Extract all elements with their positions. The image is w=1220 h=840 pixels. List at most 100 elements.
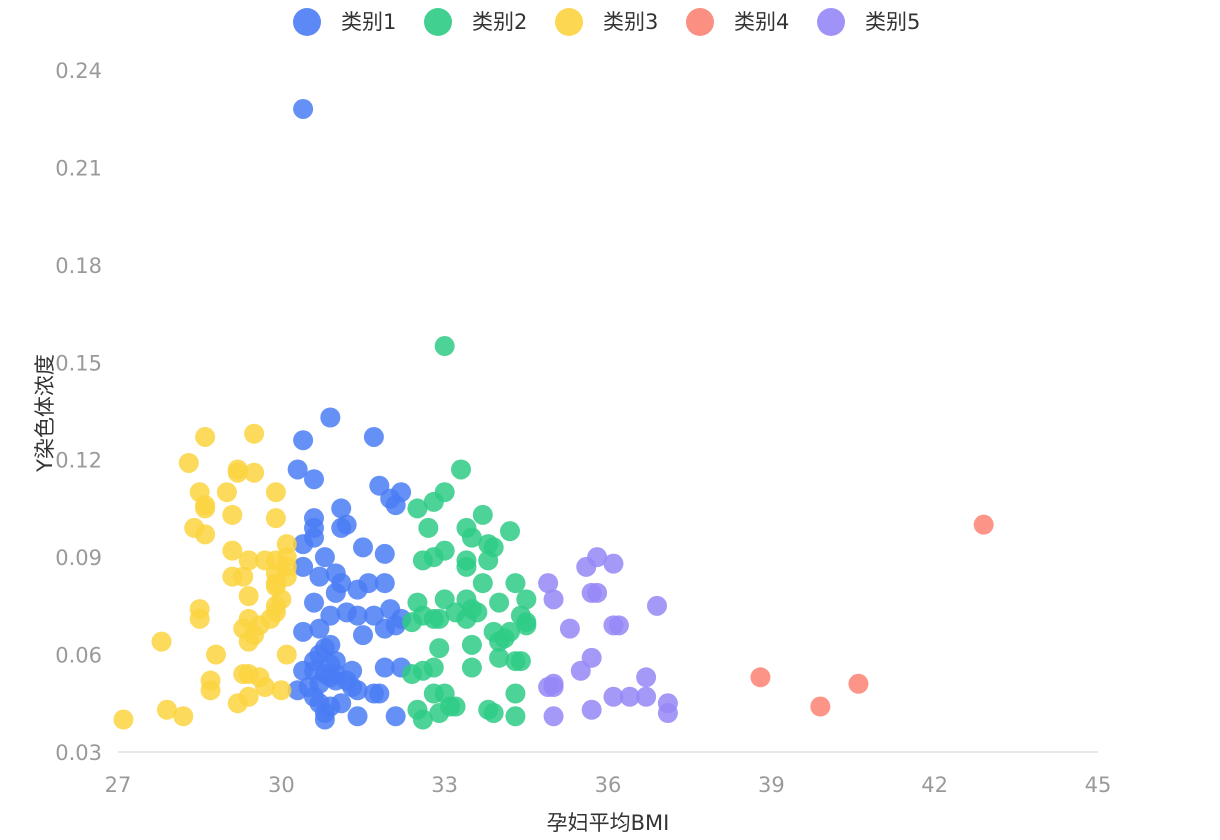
data-point[interactable]: [402, 612, 422, 633]
legend-item[interactable]: 类别4: [686, 8, 789, 36]
data-point[interactable]: [412, 550, 433, 571]
data-point[interactable]: [195, 498, 216, 519]
data-point[interactable]: [244, 462, 265, 483]
data-point[interactable]: [314, 709, 335, 730]
data-point[interactable]: [750, 667, 771, 688]
data-point[interactable]: [576, 556, 597, 577]
data-point[interactable]: [456, 608, 477, 629]
data-point[interactable]: [543, 677, 564, 698]
data-point[interactable]: [347, 605, 368, 626]
data-point[interactable]: [603, 553, 624, 574]
data-point[interactable]: [347, 706, 368, 727]
data-point[interactable]: [472, 573, 493, 594]
data-point[interactable]: [489, 631, 510, 652]
data-point[interactable]: [451, 459, 471, 480]
data-point[interactable]: [505, 706, 526, 727]
data-point[interactable]: [434, 336, 455, 357]
data-point[interactable]: [489, 592, 510, 613]
data-point[interactable]: [456, 556, 477, 577]
data-point[interactable]: [222, 540, 243, 561]
data-point[interactable]: [363, 426, 384, 447]
data-point[interactable]: [505, 573, 526, 594]
data-point[interactable]: [810, 696, 831, 717]
data-point[interactable]: [636, 686, 657, 707]
data-point[interactable]: [325, 670, 346, 691]
data-point[interactable]: [178, 452, 199, 473]
data-point[interactable]: [543, 589, 564, 610]
data-point[interactable]: [374, 573, 395, 594]
data-point[interactable]: [276, 644, 297, 665]
data-point[interactable]: [385, 706, 406, 727]
legend-item[interactable]: 类别2: [424, 8, 527, 36]
data-point[interactable]: [304, 592, 324, 613]
data-point[interactable]: [461, 634, 482, 655]
data-point[interactable]: [353, 625, 373, 646]
data-point[interactable]: [429, 638, 450, 659]
data-point[interactable]: [331, 517, 352, 538]
data-point[interactable]: [309, 618, 330, 639]
data-point[interactable]: [173, 706, 194, 727]
data-point[interactable]: [619, 686, 640, 707]
data-point[interactable]: [325, 582, 346, 603]
data-point[interactable]: [216, 482, 237, 503]
data-point[interactable]: [516, 589, 537, 610]
data-point[interactable]: [157, 699, 177, 720]
data-point[interactable]: [287, 680, 308, 701]
data-point[interactable]: [369, 683, 390, 704]
data-point[interactable]: [314, 547, 335, 568]
data-point[interactable]: [500, 521, 520, 542]
data-point[interactable]: [423, 491, 444, 512]
data-point[interactable]: [320, 407, 341, 428]
data-point[interactable]: [505, 683, 526, 704]
data-point[interactable]: [374, 543, 395, 564]
data-point[interactable]: [233, 566, 254, 587]
data-point[interactable]: [206, 644, 226, 665]
data-point[interactable]: [200, 680, 221, 701]
data-point[interactable]: [195, 524, 216, 545]
data-point[interactable]: [195, 426, 216, 447]
legend[interactable]: 类别1 类别2 类别3 类别4 类别5: [293, 8, 920, 36]
data-point[interactable]: [151, 631, 172, 652]
data-point[interactable]: [309, 566, 330, 587]
data-point[interactable]: [973, 514, 994, 535]
data-point[interactable]: [293, 430, 314, 451]
data-point[interactable]: [293, 621, 314, 642]
data-point[interactable]: [608, 615, 629, 636]
data-point[interactable]: [510, 651, 531, 672]
data-point[interactable]: [353, 537, 373, 558]
data-point[interactable]: [222, 504, 243, 525]
data-point[interactable]: [478, 550, 499, 571]
data-point[interactable]: [347, 680, 368, 701]
data-point[interactable]: [412, 709, 433, 730]
data-point[interactable]: [559, 618, 580, 639]
data-point[interactable]: [472, 504, 493, 525]
legend-item[interactable]: 类别3: [555, 8, 658, 36]
data-point[interactable]: [293, 556, 314, 577]
data-point[interactable]: [293, 534, 314, 555]
data-point[interactable]: [423, 683, 444, 704]
data-point[interactable]: [287, 459, 308, 480]
data-point[interactable]: [483, 703, 504, 724]
data-point[interactable]: [238, 586, 259, 607]
data-point[interactable]: [407, 498, 428, 519]
data-point[interactable]: [244, 423, 265, 444]
data-point[interactable]: [265, 508, 286, 529]
data-point[interactable]: [402, 664, 422, 685]
data-point[interactable]: [227, 693, 248, 714]
data-point[interactable]: [543, 706, 564, 727]
data-point[interactable]: [570, 660, 591, 681]
data-point[interactable]: [385, 495, 406, 516]
data-point[interactable]: [304, 469, 324, 490]
data-point[interactable]: [227, 462, 248, 483]
data-point[interactable]: [636, 667, 657, 688]
data-point[interactable]: [238, 631, 259, 652]
data-point[interactable]: [374, 657, 395, 678]
data-point[interactable]: [603, 686, 624, 707]
data-point[interactable]: [238, 550, 259, 571]
data-point[interactable]: [538, 573, 559, 594]
data-point[interactable]: [189, 608, 210, 629]
data-point[interactable]: [848, 673, 869, 694]
data-point[interactable]: [113, 709, 134, 730]
data-point[interactable]: [581, 699, 602, 720]
data-point[interactable]: [429, 703, 450, 724]
